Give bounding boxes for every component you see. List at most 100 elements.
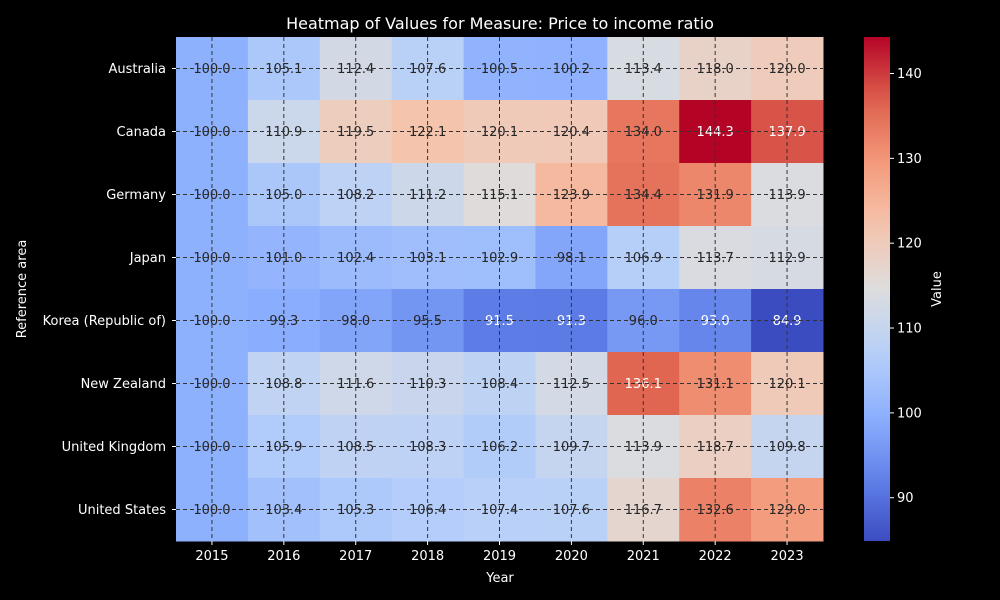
cell-value-label: 103.1 [409,251,446,266]
cell-value-label: 120.1 [768,377,805,392]
cell-value-label: 100.0 [193,503,230,518]
x-tick-label: 2015 [195,549,228,564]
y-tick-label: Korea (Republic of) [43,314,166,329]
y-tick-label: New Zealand [81,377,166,392]
cell-value-label: 100.0 [193,62,230,77]
cell-value-label: 98.1 [557,251,586,266]
cell-value-label: 95.5 [413,314,442,329]
x-tick-label: 2020 [555,549,588,564]
colorbar-tick-label: 120 [897,237,922,252]
cell-value-label: 105.1 [265,62,302,77]
cell-value-label: 99.3 [269,314,298,329]
cell-value-label: 116.7 [625,503,662,518]
cell-value-label: 134.4 [625,188,662,203]
cell-value-label: 105.3 [337,503,374,518]
cell-value-label: 110.3 [409,377,446,392]
cell-value-label: 132.6 [697,503,734,518]
cell-value-label: 112.9 [768,251,805,266]
y-axis: Australia Canada Germany Japan Korea (Republ… [43,62,176,518]
x-tick-label: 2023 [771,549,804,564]
cell-value-label: 111.6 [337,377,374,392]
cell-value-label: 102.4 [337,251,374,266]
cell-value-label: 100.0 [193,314,230,329]
cell-value-label: 84.9 [773,314,802,329]
cell-value-label: 108.8 [265,377,302,392]
cell-value-label: 100.0 [193,188,230,203]
cell-value-label: 91.3 [557,314,586,329]
y-tick-label: Japan [129,251,166,266]
cell-value-label: 100.0 [193,377,230,392]
cell-value-label: 112.5 [553,377,590,392]
cell-value-label: 137.9 [768,125,805,140]
cell-value-label: 100.5 [481,62,518,77]
cell-value-label: 100.0 [193,125,230,140]
colorbar-tick-label: 110 [897,322,922,337]
cell-value-label: 103.4 [265,503,302,518]
cell-value-label: 96.0 [629,314,658,329]
cell-value-label: 115.1 [481,188,518,203]
cell-value-label: 120.0 [768,62,805,77]
x-axis: 2015 2016 2017 2018 2019 2020 2021 2022 2023 [195,541,804,564]
cell-value-label: 108.5 [337,440,374,455]
cell-value-label: 120.4 [553,125,590,140]
colorbar-label: Value [930,271,945,307]
y-axis-label: Reference area [15,240,30,339]
cell-value-label: 108.4 [481,377,518,392]
cell-value-label: 120.1 [481,125,518,140]
x-tick-label: 2019 [483,549,516,564]
colorbar: 90 100 110 120 130 140 [864,37,922,541]
colorbar-tick-label: 140 [897,67,922,82]
cell-value-label: 118.7 [697,440,734,455]
cell-value-label: 107.6 [553,503,590,518]
x-tick-label: 2016 [267,549,300,564]
heatmap-grid [176,37,823,541]
cell-value-label: 105.0 [265,188,302,203]
cell-value-label: 106.9 [625,251,662,266]
cell-value-label: 113.7 [697,251,734,266]
cell-value-label: 100.0 [193,251,230,266]
cell-value-label: 118.0 [697,62,734,77]
y-tick-label: United Kingdom [62,440,166,455]
cell-value-label: 129.0 [768,503,805,518]
cell-value-label: 144.3 [697,125,734,140]
cell-value-label: 136.1 [625,377,662,392]
x-tick-label: 2017 [339,549,372,564]
y-tick-label: Germany [106,188,166,203]
cell-value-label: 100.0 [193,440,230,455]
y-tick-label: Canada [117,125,166,140]
cell-value-label: 113.9 [625,440,662,455]
chart-title: Heatmap of Values for Measure: Price to … [286,14,714,33]
cell-value-label: 123.9 [553,188,590,203]
cell-value-label: 108.3 [409,440,446,455]
cell-value-label: 105.9 [265,440,302,455]
colorbar-tick-label: 130 [897,152,922,167]
cell-value-label: 100.2 [553,62,590,77]
colorbar-gradient [864,37,890,541]
cell-value-label: 109.7 [553,440,590,455]
cell-value-label: 110.9 [265,125,302,140]
cell-value-label: 108.2 [337,188,374,203]
cell-value-label: 109.8 [768,440,805,455]
cell-value-label: 101.0 [265,251,302,266]
cell-value-label: 113.4 [625,62,662,77]
cell-value-label: 93.0 [701,314,730,329]
cell-value-label: 106.2 [481,440,518,455]
cell-value-label: 111.2 [409,188,446,203]
cell-value-label: 107.6 [409,62,446,77]
cell-value-label: 113.9 [768,188,805,203]
cell-value-label: 102.9 [481,251,518,266]
y-tick-label: United States [78,503,166,518]
x-tick-label: 2018 [411,549,444,564]
cell-value-label: 98.0 [341,314,370,329]
cell-value-label: 122.1 [409,125,446,140]
x-tick-label: 2021 [627,549,660,564]
cell-value-label: 131.1 [697,377,734,392]
cell-value-label: 91.5 [485,314,514,329]
x-axis-label: Year [485,571,514,586]
colorbar-tick-label: 90 [897,491,914,506]
colorbar-tick-label: 100 [897,406,922,421]
cell-value-label: 131.9 [697,188,734,203]
y-tick-label: Australia [108,62,166,77]
cell-value-label: 134.0 [625,125,662,140]
